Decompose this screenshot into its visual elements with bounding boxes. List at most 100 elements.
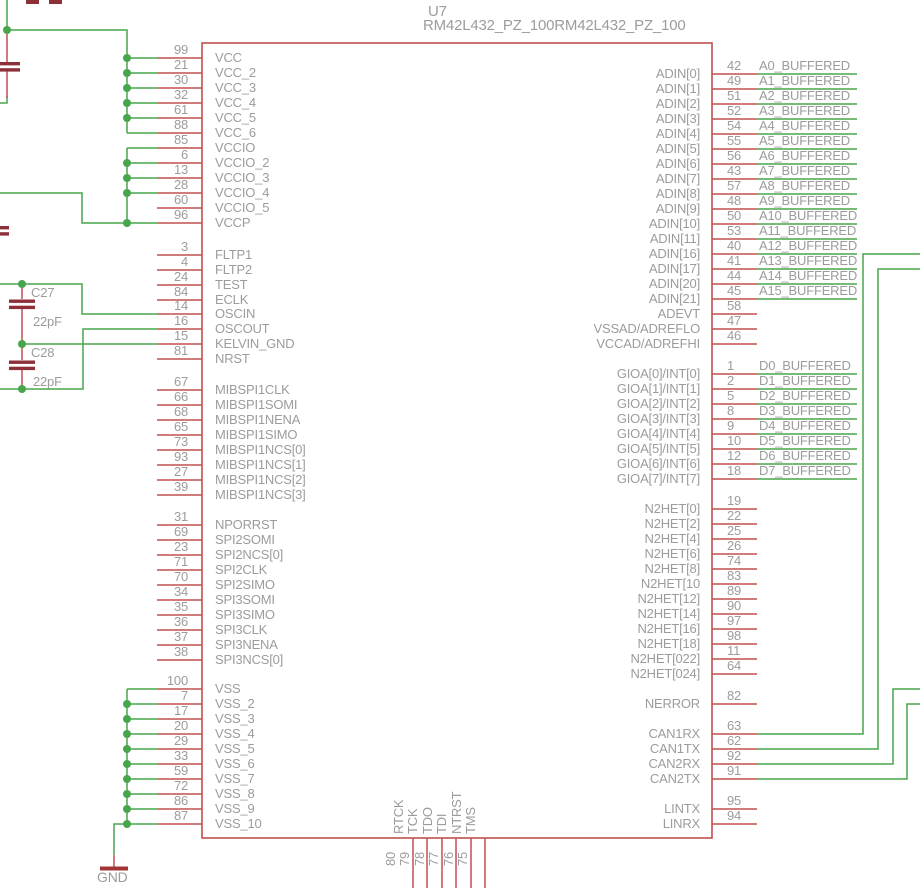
pin-number: 88 [173,117,188,132]
pin-number: 59 [173,763,188,778]
pin-number: 97 [727,613,742,628]
capacitor-ref-c28: C28 [31,345,55,360]
net-label: A2_BUFFERED [759,88,850,103]
pin-name: GIOA[2]/INT[2] [616,396,700,411]
net-wire[interactable] [0,283,157,315]
pin-name: MIBSPI1NCS[2] [215,472,306,487]
pin-name: VSS_5 [215,741,255,756]
pin-number: 16 [173,313,188,328]
junction-dot [18,385,26,393]
pin-number: 45 [727,283,742,298]
net-label: A5_BUFFERED [759,133,850,148]
net-wire[interactable] [0,96,8,104]
gnd-symbol[interactable] [100,866,128,871]
pin-name: VCCIO_4 [215,185,270,200]
net-wire[interactable] [757,703,920,780]
junction-dot [123,69,131,77]
junction-dot [123,114,131,122]
pin-number: 36 [173,614,188,629]
ic-body-u7[interactable] [201,42,713,839]
junction-dot [123,159,131,167]
pin-number: 3 [180,239,188,254]
pin-name: ADIN[4] [655,126,700,141]
pin-number: 83 [727,568,742,583]
pin-name: VSS_7 [215,771,255,786]
pin-name: SPI2SOMI [215,532,275,547]
pin-number: 25 [727,523,742,538]
net-label: D1_BUFFERED [759,373,851,388]
pin-number: 43 [727,163,742,178]
pin-name: N2HET[024] [630,666,700,681]
pin-number: 8 [727,403,735,418]
pin-number: 67 [173,374,188,389]
net-wire[interactable] [7,29,128,133]
pin-name: GIOA[3]/INT[3] [616,411,700,426]
pin-number: 98 [727,628,742,643]
pin-number: 65 [173,419,188,434]
pin-name: CAN1TX [649,741,700,756]
pin-number: 31 [173,509,188,524]
pin-name: ADIN[16] [648,246,700,261]
net-wire[interactable] [113,823,127,855]
pin-name: SPI3SOMI [215,592,275,607]
pin-name: NERROR [644,696,700,711]
net-wire[interactable] [757,268,920,750]
pin-name: TCK [405,808,420,834]
pin-number: 57 [727,178,742,193]
pin-number: 72 [173,778,188,793]
pin-name: FLTP2 [215,262,253,277]
junction-dot [123,820,131,828]
component-value: RM42L432_PZ_100RM42L432_PZ_100 [423,17,686,34]
net-label: D0_BUFFERED [759,358,851,373]
net-wire[interactable] [757,688,920,765]
pin-name: LINRX [662,816,700,831]
net-label: A15_BUFFERED [759,283,858,298]
capacitor-ref-c27: C27 [31,285,55,300]
capacitor-plate[interactable] [0,68,20,72]
net-wire[interactable] [0,192,127,224]
net-label: A10_BUFFERED [759,208,858,223]
pin-name: ADIN[7] [655,171,700,186]
pin-name: ADIN[20] [648,276,700,291]
pin-number: 80 [383,851,398,866]
pin-number: 99 [173,42,188,57]
junction-dot [123,54,131,62]
pin-number: 51 [727,88,742,103]
pin-name: KELVIN_GND [215,336,295,351]
capacitor-plate[interactable] [0,62,20,66]
pin-name: ECLK [215,292,249,307]
pin-name: VCC_3 [215,80,256,95]
pin-name: VSS_6 [215,756,255,771]
pin-name: N2HET[6] [644,546,701,561]
pin-number: 46 [727,328,742,343]
pin-number: 5 [727,388,735,403]
pin-number: 58 [727,298,742,313]
net-wire[interactable] [0,328,157,390]
pin-number: 28 [173,177,188,192]
junction-dot [123,174,131,182]
pin-name: VSSAD/ADREFLO [593,321,701,336]
pin-name: CAN1RX [648,726,700,741]
pin-number: 27 [173,464,188,479]
net-label: D4_BUFFERED [759,418,851,433]
pin-number: 7 [180,688,188,703]
pin-number: 78 [412,851,427,866]
pin-name: VSS_4 [215,726,255,741]
pin-number: 2 [727,373,735,388]
capacitor-plate[interactable] [9,305,35,310]
pin-name: NTRST [449,791,464,834]
pin-name: VCC_6 [215,125,256,140]
net-label: A14_BUFFERED [759,268,858,283]
pin-number: 71 [173,554,188,569]
capacitor-plate[interactable] [9,366,35,371]
net-wire[interactable] [757,253,920,735]
capacitor-plate[interactable] [9,360,35,364]
pin-number: 89 [727,583,742,598]
pin-name: VSS_3 [215,711,255,726]
pin-name: SPI2NCS[0] [215,547,284,562]
net-label: D6_BUFFERED [759,448,851,463]
junction-dot [123,700,131,708]
pin-number: 40 [727,238,742,253]
capacitor-plate[interactable] [9,299,35,303]
pin-number: 87 [173,808,188,823]
